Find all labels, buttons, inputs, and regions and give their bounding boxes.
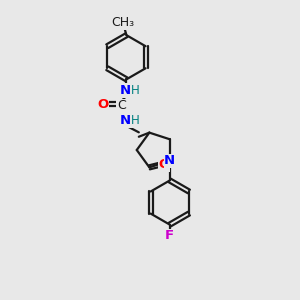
Text: N: N (164, 154, 175, 167)
Text: CH₃: CH₃ (111, 16, 134, 29)
Text: N: N (119, 114, 130, 127)
Text: H: H (131, 114, 140, 127)
Text: N: N (119, 84, 130, 97)
Text: C: C (117, 99, 125, 112)
Text: O: O (97, 98, 109, 111)
Text: F: F (165, 229, 174, 242)
Text: O: O (158, 158, 170, 171)
Text: H: H (131, 84, 140, 97)
